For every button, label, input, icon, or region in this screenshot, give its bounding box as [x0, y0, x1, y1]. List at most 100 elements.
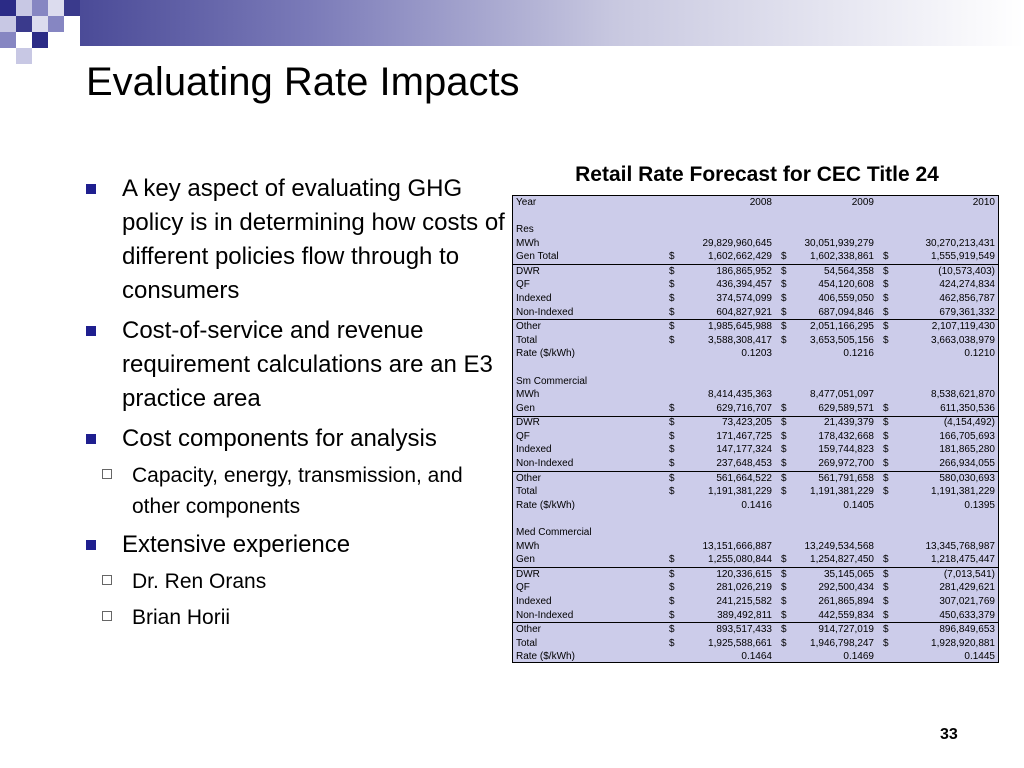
- decor-square: [32, 32, 48, 48]
- table-cell-value: 442,559,834: [818, 609, 874, 621]
- currency-symbol: $: [781, 279, 787, 291]
- table-row: DWR $120,336,615 $35,145,065 $ (7,013,541): [513, 567, 998, 582]
- decor-square: [16, 16, 32, 32]
- currency-symbol: [663, 223, 677, 237]
- table-cell-value: (7,013,541): [891, 567, 998, 582]
- table-cell-value: [677, 375, 775, 389]
- currency-symbol: $: [781, 402, 787, 414]
- currency-symbol: $: [669, 334, 675, 346]
- table-cell-value: 281,429,621: [939, 582, 995, 594]
- currency-symbol: [663, 499, 677, 513]
- table-cell-value: 0.1210: [964, 348, 995, 360]
- table-row: Indexed $147,177,324 $159,744,823 $181,865,…: [513, 444, 998, 458]
- square-bullet-icon: [86, 540, 96, 550]
- currency-symbol: $: [781, 430, 787, 442]
- currency-symbol: $: [669, 458, 675, 470]
- currency-symbol: [877, 499, 891, 513]
- table-cell-value: [891, 223, 998, 237]
- rate-forecast-table: Year 2008 2009 2010 Res MWh 29,829,960,645 30,0…: [513, 196, 998, 663]
- table-cell-value: 462,856,787: [939, 292, 995, 304]
- currency-symbol: $: [669, 554, 675, 566]
- table-row: Year 2008 2009 2010: [513, 196, 998, 210]
- currency-symbol: $: [775, 470, 789, 486]
- table-cell-value: [789, 526, 877, 540]
- table-cell-value: 406,559,050: [818, 292, 874, 304]
- sub-bullet-text: Brian Horii: [132, 606, 231, 629]
- table-cell-value: (10,573,403): [891, 263, 998, 279]
- currency-symbol: $: [883, 554, 889, 566]
- table-cell-value: (4,154,492): [891, 415, 998, 431]
- currency-symbol: $: [775, 415, 789, 431]
- row-label: Other: [513, 319, 663, 334]
- table-cell-value: [677, 361, 775, 375]
- table-cell-value: 3,663,038,979: [931, 334, 995, 346]
- table-cell-value: 21,439,379: [789, 415, 877, 431]
- table-cell-value: [789, 361, 877, 375]
- hollow-square-bullet-icon: [102, 575, 112, 585]
- row-label: Other: [513, 470, 663, 486]
- row-label: MWh: [516, 389, 540, 401]
- table-cell-value: 0.1203: [741, 348, 772, 360]
- bullet-item: Cost components for analysis Capacity, e…: [86, 422, 506, 522]
- table-row: [513, 210, 998, 224]
- table-cell-value: [677, 513, 775, 527]
- table-cell-value: 3,588,308,417: [708, 334, 772, 346]
- table-cell-value: 1,602,662,429: [708, 251, 772, 263]
- row-label: MWh: [516, 237, 540, 249]
- square-bullet-icon: [86, 434, 96, 444]
- row-label: [513, 361, 663, 375]
- table-cell-value: [789, 210, 877, 224]
- row-label: [513, 513, 663, 527]
- bullet-item: Extensive experience Dr. Ren Orans Brian…: [86, 528, 506, 633]
- square-bullet-icon: [86, 184, 96, 194]
- table-cell-value: [891, 210, 998, 224]
- currency-symbol: $: [669, 430, 675, 442]
- currency-symbol: $: [781, 609, 787, 621]
- currency-symbol: $: [883, 402, 889, 414]
- currency-symbol: $: [781, 637, 787, 649]
- row-label: Indexed: [516, 596, 552, 608]
- currency-symbol: [663, 348, 677, 362]
- currency-symbol: [663, 237, 677, 251]
- bullet-text: A key aspect of evaluating GHG policy is…: [122, 175, 505, 304]
- table-cell-value: 159,744,823: [818, 444, 874, 456]
- row-label: Rate ($/kWh): [516, 348, 575, 360]
- table-cell-value: [891, 513, 998, 527]
- row-label: DWR: [513, 415, 663, 431]
- currency-symbol: $: [883, 596, 889, 608]
- table-cell-value: 171,467,725: [716, 430, 772, 442]
- currency-symbol: [775, 348, 789, 362]
- table-cell-value: [789, 513, 877, 527]
- square-bullet-icon: [86, 326, 96, 336]
- sub-bullet-item: Brian Horii: [86, 602, 506, 633]
- currency-symbol: [775, 210, 789, 224]
- currency-symbol: $: [877, 470, 891, 486]
- table-cell-value: 374,574,099: [716, 292, 772, 304]
- row-label: Total: [516, 486, 538, 498]
- table-row: Total $3,588,308,417 $3,653,505,156 $3,663,…: [513, 334, 998, 348]
- table-cell-value: 629,589,571: [818, 402, 874, 414]
- currency-symbol: [663, 651, 677, 662]
- table-cell-value: 611,350,536: [940, 402, 995, 414]
- decor-square: [64, 0, 80, 16]
- currency-symbol: [663, 375, 677, 389]
- row-label: Indexed: [516, 292, 552, 304]
- currency-symbol: $: [663, 567, 677, 582]
- currency-symbol: $: [781, 554, 787, 566]
- table-cell-value: 896,849,653: [891, 622, 998, 637]
- currency-symbol: $: [883, 334, 889, 346]
- table-cell-value: [677, 526, 775, 540]
- table-cell-value: [789, 375, 877, 389]
- currency-symbol: [877, 540, 891, 554]
- row-label: Total: [516, 334, 538, 346]
- table-cell-value: [789, 223, 877, 237]
- table-cell-value: 1,602,338,861: [810, 251, 874, 263]
- table-cell-value: 0.1469: [843, 651, 874, 663]
- table-cell-value: 73,423,205: [677, 415, 775, 431]
- currency-symbol: $: [669, 582, 675, 594]
- currency-symbol: [877, 388, 891, 402]
- table-cell-value: 1,191,381,229: [931, 486, 995, 498]
- slide-title: Evaluating Rate Impacts: [86, 60, 520, 104]
- currency-symbol: [775, 388, 789, 402]
- currency-symbol: $: [663, 263, 677, 279]
